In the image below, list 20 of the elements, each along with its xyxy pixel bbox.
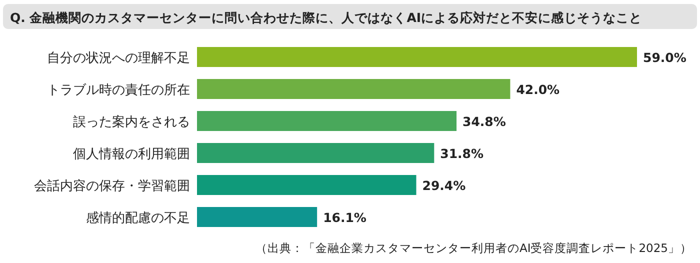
bar	[197, 175, 416, 195]
text: （出典：「金融企業カスタマーセンター利用者のAI受容度調査レポート2025」）	[255, 241, 692, 255]
y-tick-label: 誤った案内をされる	[73, 114, 190, 130]
y-tick-label: 個人情報の利用範囲	[73, 147, 190, 162]
data-label: 34.8%	[462, 114, 506, 129]
y-tick-label: 自分の状況への理解不足	[47, 51, 190, 66]
bar	[197, 207, 318, 227]
y-tick-label: 感情的配慮の不足	[86, 211, 190, 226]
y-tick-label: 会話内容の保存・学習範囲	[34, 178, 190, 194]
data-label: 42.0%	[516, 82, 560, 97]
bar	[197, 79, 510, 99]
data-label: 29.4%	[422, 178, 466, 193]
bar	[197, 47, 637, 67]
y-tick-label: トラブル時の責任の所在	[47, 83, 190, 98]
bar	[197, 143, 434, 163]
data-label: 59.0%	[643, 50, 687, 65]
data-label: 16.1%	[323, 210, 367, 225]
bar	[197, 111, 457, 131]
chart-title: Q. 金融機関のカスタマーセンターに問い合わせた際に、人ではなくAIによる応対だと不安に感じそうなこと	[10, 10, 642, 25]
data-label: 31.8%	[440, 146, 484, 161]
